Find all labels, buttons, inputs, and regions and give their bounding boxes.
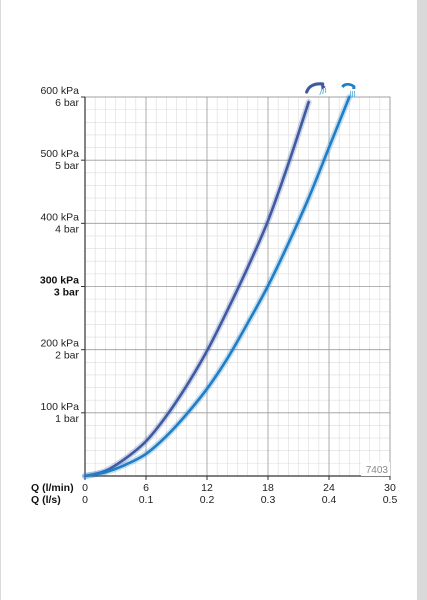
x-axis-label-lmin: Q (l/min) bbox=[31, 482, 74, 494]
y-tick-label-kpa: 300 kPa bbox=[40, 275, 79, 287]
handshower-icon bbox=[305, 82, 327, 96]
y-tick-label-bar: 1 bar bbox=[55, 413, 79, 425]
y-tick-label-bar: 6 bar bbox=[55, 97, 79, 109]
y-tick-label-bar: 5 bar bbox=[55, 160, 79, 172]
x-tick-label-lmin: 12 bbox=[201, 482, 213, 494]
y-tick-label-bar: 4 bar bbox=[55, 223, 79, 235]
x-tick-label-ls: 0.1 bbox=[139, 494, 154, 506]
y-tick-label-kpa: 200 kPa bbox=[40, 338, 79, 350]
y-tick-label-kpa: 600 kPa bbox=[40, 85, 79, 97]
x-tick-label-ls: 0.4 bbox=[322, 494, 337, 506]
y-tick-label-bar: 3 bar bbox=[54, 287, 79, 299]
x-axis-label-ls: Q (l/s) bbox=[31, 494, 61, 506]
y-tick-label-kpa: 100 kPa bbox=[40, 401, 79, 413]
x-tick-label-lmin: 30 bbox=[384, 482, 396, 494]
y-tick-label-bar: 2 bar bbox=[55, 350, 79, 362]
bath-spout-icon bbox=[341, 83, 356, 97]
chart-code: 7403 bbox=[366, 465, 389, 476]
x-tick-label-ls: 0.2 bbox=[200, 494, 215, 506]
series-line bbox=[83, 95, 351, 478]
x-tick-label-lmin: 6 bbox=[143, 482, 149, 494]
y-tick-label-kpa: 400 kPa bbox=[40, 211, 79, 223]
chart-sheet: 100 kPa 1 bar 200 kPa 2 bar 300 kPa 3 bar 400 … bbox=[1, 0, 417, 600]
x-tick-label-lmin: 0 bbox=[82, 482, 88, 494]
x-tick-label-ls: 0 bbox=[82, 494, 88, 506]
x-tick-label-lmin: 18 bbox=[262, 482, 274, 494]
x-tick-label-ls: 0.5 bbox=[383, 494, 398, 506]
series-line bbox=[83, 100, 310, 478]
code-box bbox=[361, 462, 390, 476]
x-tick-label-lmin: 24 bbox=[323, 482, 335, 494]
x-tick-label-ls: 0.3 bbox=[261, 494, 276, 506]
y-tick-label-kpa: 500 kPa bbox=[40, 148, 79, 160]
